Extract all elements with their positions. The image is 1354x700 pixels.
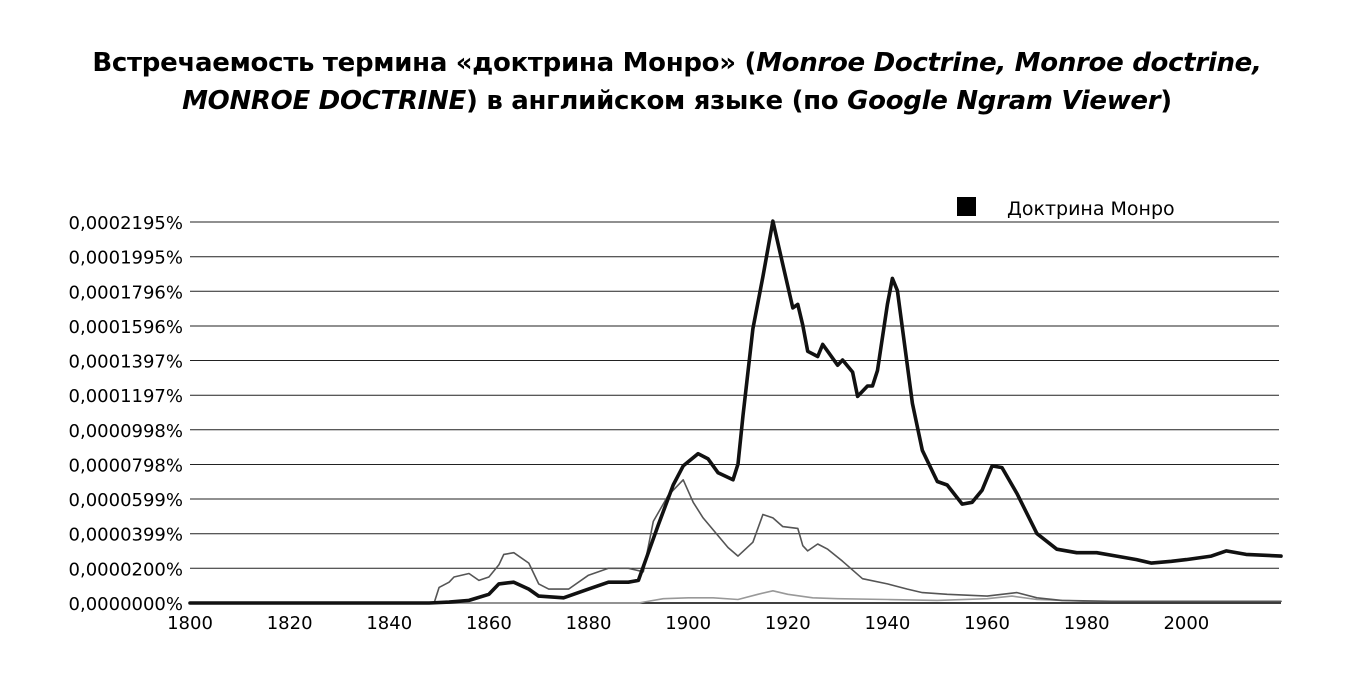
x-tick-label: 1900 [665, 613, 711, 634]
chart-title: Встречаемость термина «доктрина Монро» (… [0, 44, 1354, 120]
y-tick-label: 0,0000998% [69, 421, 183, 442]
y-tick-label: 0,0000399% [69, 525, 183, 546]
title-segment: ) [1160, 86, 1172, 116]
legend-label: Доктрина Монро [1007, 198, 1175, 220]
title-segment-italic: MONROE DOCTRINE [182, 86, 466, 116]
y-tick-label: 0,0000599% [69, 490, 183, 511]
y-tick-label: 0,0001995% [69, 248, 183, 269]
y-tick-label: 0,0000200% [69, 559, 183, 580]
x-tick-label: 1840 [366, 613, 412, 634]
y-tick-label: 0,0000000% [69, 594, 183, 615]
x-tick-label: 1800 [167, 613, 213, 634]
x-tick-label: 1880 [566, 613, 612, 634]
title-segment: Встречаемость термина «доктрина Монро» ( [92, 48, 757, 78]
x-tick-label: 1820 [267, 613, 313, 634]
y-axis-tick-labels: 0,0000000% 0,0000200% 0,0000399% 0,0000599%… [69, 213, 183, 615]
y-tick-label: 0,0001596% [69, 317, 183, 338]
title-segment-italic: Monroe Doctrine, Monroe doctrine, [756, 48, 1262, 78]
x-tick-label: 1940 [865, 613, 911, 634]
legend: Доктрина Монро [957, 197, 1175, 220]
y-tick-label: 0,0000798% [69, 455, 183, 476]
gridlines [190, 221, 1281, 604]
x-tick-label: 2000 [1163, 613, 1209, 634]
y-tick-label: 0,0001796% [69, 282, 183, 303]
x-tick-label: 1960 [964, 613, 1010, 634]
series-line-3 [189, 589, 1282, 604]
series-lines [188, 219, 1283, 605]
title-segment-italic: Google Ngram Viewer [847, 86, 1161, 116]
y-tick-label: 0,0002195% [69, 213, 183, 234]
y-tick-label: 0,0001197% [69, 386, 183, 407]
x-tick-label: 1920 [765, 613, 811, 634]
x-tick-label: 1860 [466, 613, 512, 634]
legend-swatch [957, 197, 976, 216]
title-segment: ) в английском языке (по [465, 86, 848, 116]
chart-title-line-2: MONROE DOCTRINE) в английском языке (по … [0, 82, 1354, 120]
series-line-1 [188, 219, 1283, 605]
x-tick-label: 1980 [1064, 613, 1110, 634]
series-line-2 [189, 478, 1282, 604]
x-axis-tick-labels: 1800 1820 1840 1860 1880 1900 1920 1940 1960 1980… [167, 613, 1209, 634]
chart-title-line-1: Встречаемость термина «доктрина Монро» (… [0, 44, 1354, 82]
y-tick-label: 0,0001397% [69, 352, 183, 373]
